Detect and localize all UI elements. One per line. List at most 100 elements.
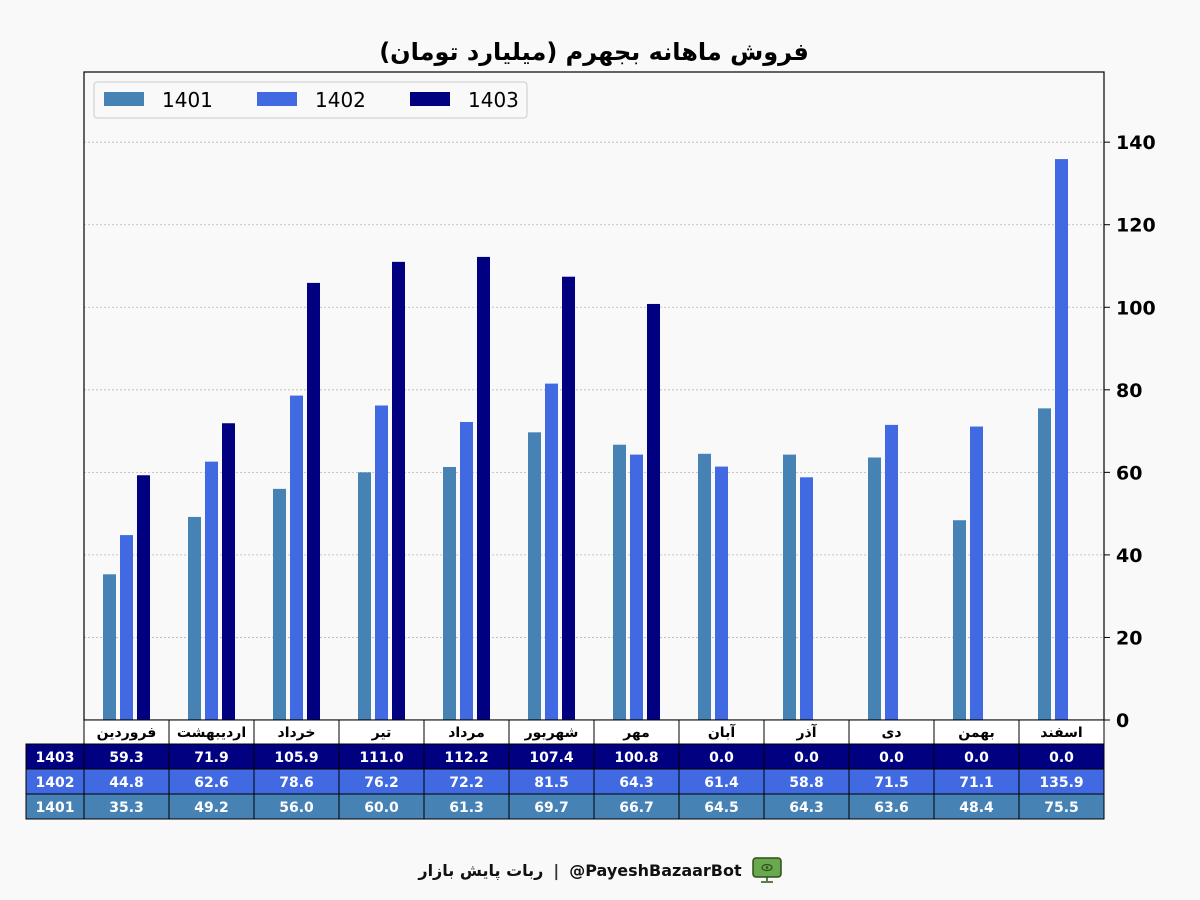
y-tick-label: 120 [1116,215,1156,237]
table-cell-value: 72.2 [449,775,484,791]
bar-1401-4 [358,472,371,720]
bar-1401-5 [443,466,456,720]
y-axis: 0 20 40 60 80 100 120 140 [1104,132,1156,732]
table-cell-value: 48.4 [959,800,994,816]
table-cell-value: 49.2 [194,800,229,816]
x-category-label: فروردین [97,725,157,741]
bar-1403-5 [477,256,490,720]
table-cell [83,743,170,770]
table-cell-value: 107.4 [529,750,574,766]
table-cell-value: 61.4 [704,775,739,791]
table-cell [1018,793,1105,820]
bar-1403-4 [392,261,405,720]
grid-lines [84,141,1104,638]
x-category-label: دی [881,725,901,741]
table-header-cell [678,719,765,745]
table-cell [1018,768,1105,795]
table-cell-value: 105.9 [274,750,318,766]
table-cell-value: 64.3 [619,775,654,791]
table-cell-value: 0.0 [794,750,819,766]
x-category-label: خرداد [278,725,316,741]
table-cell [423,743,510,770]
legend-box [93,81,528,119]
bar-1401-7 [613,444,626,720]
table-header-cell [763,719,850,745]
table-cell-value: 69.7 [534,800,569,816]
table-cell [508,743,595,770]
bar-1401-8 [698,453,711,720]
table-cell-value: 56.0 [279,800,314,816]
table-cell [508,793,595,820]
data-table: فروردین اردیبهشت خرداد تیر مرداد شهریور مهر آبا… [25,719,1105,820]
legend-label-1402: 1402 [315,88,366,112]
table-cell-value: 0.0 [964,750,989,766]
table-row-label: 1402 [36,775,75,791]
table-cell-value: 35.3 [109,800,144,816]
table-cell [168,793,255,820]
bar-1402-6 [545,383,558,720]
table-cell [168,768,255,795]
table-header-cell [933,719,1020,745]
legend-swatch-1403 [410,92,450,106]
legend-swatch-1401 [104,92,144,106]
table-header-cell [253,719,340,745]
table-cell-value: 63.6 [874,800,909,816]
table-cell-value: 75.5 [1044,800,1079,816]
table-cell-value: 100.8 [614,750,658,766]
table-cell [763,793,850,820]
bar-1403-1 [137,475,150,720]
table-cell-value: 62.6 [194,775,229,791]
table-header-cell [338,719,425,745]
table-cell-value: 58.8 [789,775,824,791]
table-cell-value: 76.2 [364,775,399,791]
table-cell [933,793,1020,820]
x-category-label: اردیبهشت [177,725,246,741]
bar-1402-7 [630,454,643,720]
bar-1402-1 [120,535,133,720]
table-row-label: 1403 [36,750,75,766]
table-cell-value: 71.9 [194,750,229,766]
table-cell [763,768,850,795]
table-cell-value: 71.5 [874,775,909,791]
bar-1403-2 [222,423,235,720]
table-cell-value: 78.6 [279,775,314,791]
table-cell [338,743,425,770]
legend: 1401 1402 1403 [93,81,528,119]
bar-1402-9 [800,477,813,720]
table-cell-value: 111.0 [359,750,404,766]
table-cell [83,768,170,795]
footer-handle: @PayeshBazaarBot [569,860,742,880]
bar-1402-5 [460,422,473,720]
x-category-label: اسفند [1040,725,1082,741]
x-category-label: تیر [371,725,392,741]
legend-label-1401: 1401 [162,88,213,112]
footer: ربات پایش بازار | @PayeshBazaarBot [0,852,1200,888]
bar-1403-3 [307,282,320,720]
bar-1402-11 [970,426,983,720]
table-cell [678,793,765,820]
table-cell [933,743,1020,770]
x-category-label: شهریور [524,725,579,741]
chart-title: فروش ماهانه بجهرم (میلیارد تومان) [379,38,809,66]
table-header-cell [83,719,170,745]
table-cell [593,768,680,795]
bars [103,159,1068,720]
table-header-cell [1018,719,1105,745]
bar-1401-6 [528,432,541,720]
bar-1401-3 [273,488,286,720]
table-cell-value: 60.0 [364,800,399,816]
table-cell [593,743,680,770]
y-tick-label: 20 [1116,627,1142,649]
table-row-label: 1401 [36,800,75,816]
x-category-label: مرداد [448,725,485,741]
bar-1402-10 [885,424,898,720]
bar-1401-11 [953,520,966,720]
footer-bot-name: ربات پایش بازار [418,860,544,880]
x-category-label: آذر [795,723,817,741]
monitor-icon [751,857,782,883]
table-cell [848,743,935,770]
table-cell [933,768,1020,795]
table-cell [678,743,765,770]
bar-1401-12 [1038,408,1051,720]
